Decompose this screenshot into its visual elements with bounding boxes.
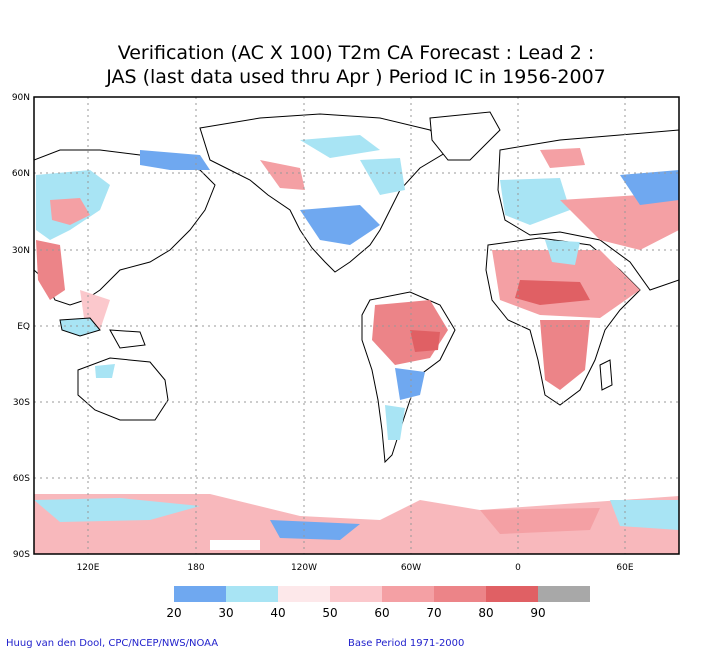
- lat-label: 90S: [13, 550, 30, 560]
- legend-tick: 20: [166, 606, 181, 620]
- map-frame-border: [33, 96, 680, 555]
- legend-tick: 60: [374, 606, 389, 620]
- south-america-dark-red-region: [410, 330, 440, 352]
- europe-blue-region: [500, 178, 570, 225]
- map-content: [34, 97, 679, 554]
- antarctica-blue-patch: [270, 520, 360, 540]
- north-america-blue-region: [300, 135, 380, 158]
- color-legend: [174, 586, 590, 602]
- map-title-line1: Verification (AC X 100) T2m CA Forecast …: [117, 42, 595, 64]
- legend-swatch: [486, 586, 538, 602]
- india-red-region: [36, 240, 65, 300]
- legend-swatch: [434, 586, 486, 602]
- legend-swatch: [226, 586, 278, 602]
- lat-label: 30N: [12, 246, 30, 256]
- africa-south-red-region: [540, 320, 590, 390]
- legend-tick: 70: [426, 606, 441, 620]
- new-guinea: [109, 329, 146, 349]
- legend-tick: 40: [270, 606, 285, 620]
- base-period-note: Base Period 1971-2000: [348, 638, 465, 649]
- asia-red-region: [50, 198, 90, 225]
- lat-label: 60N: [12, 169, 30, 179]
- lat-label: EQ: [17, 322, 30, 332]
- lat-label: 30S: [13, 398, 30, 408]
- lon-label: 60W: [401, 563, 421, 573]
- legend-tick: 30: [218, 606, 233, 620]
- lon-label: 120E: [77, 563, 100, 573]
- lon-label: 0: [515, 563, 521, 573]
- middle-east-red-region: [560, 190, 679, 250]
- north-america-blue-region: [300, 205, 380, 245]
- lat-label: 60S: [13, 474, 30, 484]
- antarctica-blue-patch: [34, 498, 200, 522]
- australia-blue-patch: [95, 364, 115, 378]
- africa-blue-patch: [545, 240, 580, 265]
- lon-axis: 120E 180 120W 60W 0 60E: [77, 563, 634, 573]
- maritime-continent: [59, 317, 101, 337]
- madagascar: [599, 359, 613, 391]
- legend-tick: 50: [322, 606, 337, 620]
- legend-ticks: 20 30 40 50 60 70 80 90: [166, 606, 545, 620]
- antarctica-blank: [210, 540, 260, 550]
- legend-tick: 90: [530, 606, 545, 620]
- siberia-blue-region: [140, 150, 210, 170]
- antarctica-red-patch: [480, 508, 600, 534]
- author-credit: Huug van den Dool, CPC/NCEP/NWS/NOAA: [6, 638, 219, 649]
- map-grid: [34, 97, 679, 554]
- legend-tick: 80: [478, 606, 493, 620]
- north-america-blue-region: [360, 158, 405, 195]
- antarctica-blue-patch: [610, 500, 679, 530]
- scandinavia-red-region: [540, 148, 585, 168]
- africa-dark-red-region: [515, 280, 590, 305]
- legend-swatch: [382, 586, 434, 602]
- lon-label: 180: [187, 563, 204, 573]
- north-america: [199, 113, 451, 273]
- central-asia-blue-region: [620, 170, 679, 205]
- north-america-red-region: [260, 160, 305, 190]
- legend-swatch: [174, 586, 226, 602]
- lat-label: 90N: [12, 93, 30, 103]
- legend-swatch: [538, 586, 590, 602]
- map-title-line2: JAS (last data used thru Apr ) Period IC…: [106, 66, 606, 88]
- lat-axis: 90N 60N 30N EQ 30S 60S 90S: [12, 93, 30, 560]
- south-america-blue-region: [395, 368, 425, 400]
- greenland: [429, 111, 501, 161]
- lon-label: 120W: [291, 563, 317, 573]
- lon-label: 60E: [616, 563, 633, 573]
- south-america-blue-region: [385, 405, 405, 440]
- legend-swatch: [330, 586, 382, 602]
- legend-swatch: [278, 586, 330, 602]
